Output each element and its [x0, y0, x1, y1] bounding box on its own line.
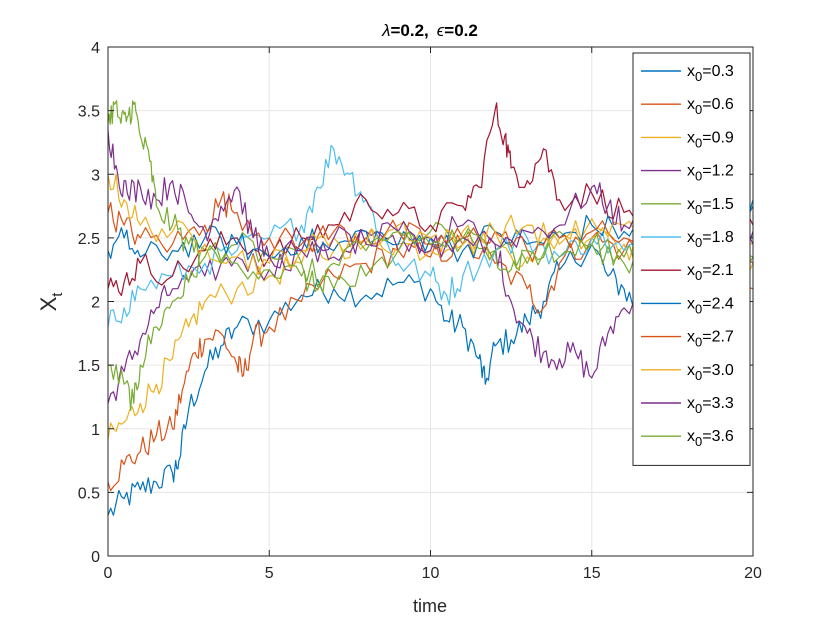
series-line-11: [108, 129, 753, 269]
legend-label-value: =3.0: [702, 362, 734, 379]
x-tick-label: 15: [583, 565, 601, 582]
legend-label-base: x: [687, 129, 695, 146]
legend-box: [632, 52, 751, 466]
y-tick-label: 1: [91, 422, 100, 439]
legend-label-base: x: [687, 262, 695, 279]
title-lambda-value: =0.2,: [391, 21, 429, 40]
series-line-2: [108, 228, 753, 492]
x-tick-label: 20: [744, 565, 762, 582]
y-tick-label: 2: [91, 295, 100, 312]
legend-label-subscript: 0: [695, 335, 702, 350]
legend-label-base: x: [687, 196, 695, 213]
y-axis-title: Xt: [36, 292, 66, 312]
legend-label-subscript: 0: [695, 268, 702, 283]
legend-label-base: x: [687, 362, 695, 379]
legend-label-value: =3.3: [702, 395, 734, 412]
y-axis-title-subscript: t: [49, 292, 66, 297]
legend-label-value: =2.4: [702, 295, 734, 312]
legend-label-base: x: [687, 229, 695, 246]
y-tick-label: 3: [91, 167, 100, 184]
series-line-3: [108, 218, 753, 440]
legend-label-base: x: [687, 428, 695, 445]
x-tick-label: 0: [104, 565, 113, 582]
legend-label-value: =0.6: [702, 96, 734, 113]
legend-label-subscript: 0: [695, 202, 702, 217]
y-tick-label: 0.5: [78, 485, 100, 502]
y-tick-label: 0: [91, 549, 100, 566]
series-line-4: [108, 215, 753, 404]
y-axis-title-base: X: [36, 296, 61, 311]
x-axis-title: time: [413, 596, 447, 616]
title-epsilon-symbol: ϵ: [437, 21, 445, 40]
legend-label-base: x: [687, 96, 695, 113]
title-epsilon-value: =0.2: [444, 21, 478, 40]
legend-label-value: =0.9: [702, 129, 734, 146]
legend-label-value: =0.3: [702, 63, 734, 80]
legend-label: x0=3.6: [687, 428, 734, 449]
legend-label-value: =1.5: [702, 196, 734, 213]
legend-label-subscript: 0: [695, 135, 702, 150]
legend-label: x0=1.5: [687, 196, 734, 217]
x-tick-label: 10: [422, 565, 440, 582]
y-tick-label: 2.5: [78, 231, 100, 248]
legend-label: x0=1.8: [687, 229, 734, 250]
y-tick-label: 1.5: [78, 358, 100, 375]
y-tick-label: 4: [91, 40, 100, 57]
legend-label-subscript: 0: [695, 301, 702, 316]
series-line-7: [108, 102, 753, 297]
legend-label-base: x: [687, 163, 695, 180]
y-tick-label: 3.5: [78, 104, 100, 121]
legend-label: x0=3.3: [687, 395, 734, 416]
title-lambda-symbol: λ: [381, 21, 390, 40]
legend-label: x0=0.3: [687, 63, 734, 84]
legend-label: x0=1.2: [687, 163, 734, 184]
legend-label: x0=0.6: [687, 96, 734, 117]
legend-label: x0=2.4: [687, 295, 734, 316]
legend-label-value: =1.8: [702, 229, 734, 246]
series-line-1: [108, 205, 753, 516]
legend-label-base: x: [687, 329, 695, 346]
legend-label: x0=0.9: [687, 129, 734, 150]
legend-label-subscript: 0: [695, 401, 702, 416]
legend-label-base: x: [687, 295, 695, 312]
legend-label: x0=2.7: [687, 329, 734, 350]
legend-label: x0=2.1: [687, 262, 734, 283]
legend-label-value: =1.2: [702, 163, 734, 180]
axis-ticks: 0 5 10 15 20 0 0.5 1 1.5 2 2.5 3 3.5 4: [78, 40, 762, 582]
legend-label-subscript: 0: [695, 368, 702, 383]
legend-label-subscript: 0: [695, 102, 702, 117]
legend-label-value: =3.6: [702, 428, 734, 445]
series-line-5: [108, 222, 753, 411]
legend-label-value: =2.1: [702, 262, 734, 279]
legend-label-base: x: [687, 395, 695, 412]
legend-label-subscript: 0: [695, 434, 702, 449]
series-line-12: [108, 100, 753, 293]
legend: x0=0.3x0=0.6x0=0.9x0=1.2x0=1.5x0=1.8x0=2…: [632, 52, 751, 466]
x-tick-label: 5: [265, 565, 274, 582]
legend-label-value: =2.7: [702, 329, 734, 346]
legend-label-subscript: 0: [695, 69, 702, 84]
legend-label-subscript: 0: [695, 169, 702, 184]
legend-label-base: x: [687, 63, 695, 80]
chart-title: λ=0.2, ϵ=0.2: [381, 21, 478, 40]
legend-label-subscript: 0: [695, 235, 702, 250]
legend-label: x0=3.0: [687, 362, 734, 383]
